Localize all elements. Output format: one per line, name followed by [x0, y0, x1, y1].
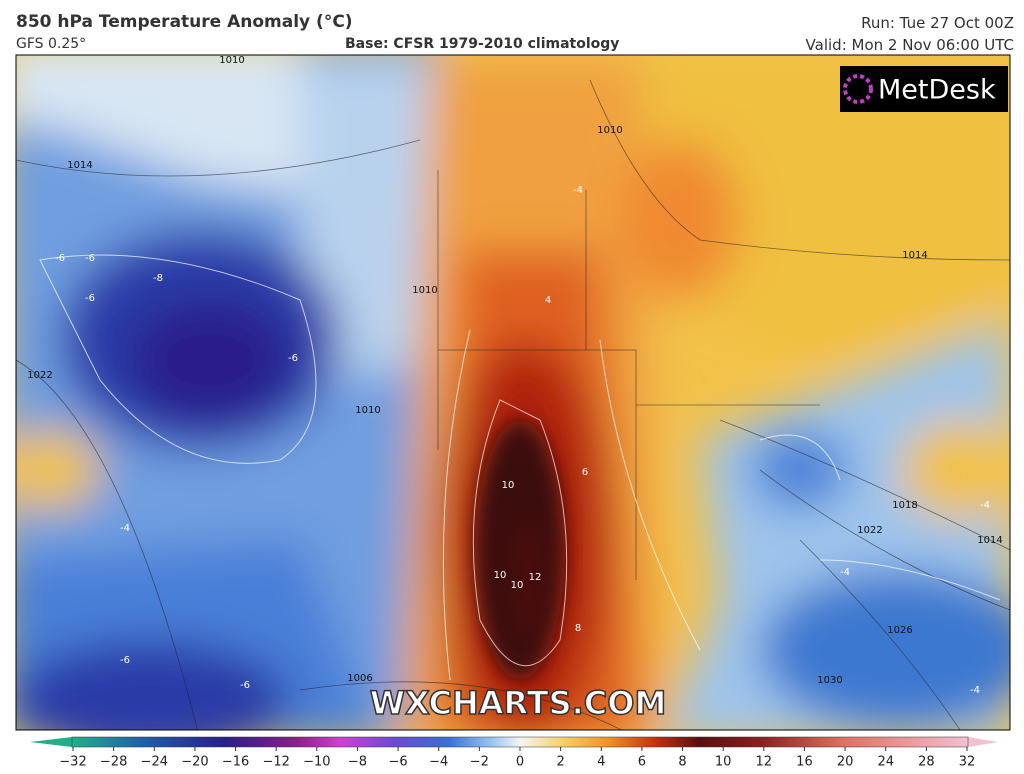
map-label: 10 [502, 480, 515, 491]
colorbar-label: −16 [222, 755, 249, 770]
logo: MetDesk [878, 75, 996, 106]
map-label: -6 [240, 680, 250, 691]
colorbar-label: −4 [429, 755, 448, 770]
map-label: 1022 [27, 370, 52, 381]
map-frame [15, 54, 1011, 731]
run: Run: Tue 27 Oct 00Z [861, 14, 1014, 32]
map-label: 10 [511, 580, 524, 591]
colorbar-label: −6 [389, 755, 408, 770]
colorbar-label: 16 [796, 755, 813, 770]
colorbar-label: −28 [100, 755, 127, 770]
colorbar-label: 28 [918, 755, 935, 770]
map-label: 1014 [67, 160, 92, 171]
colorbar-label: 8 [678, 755, 686, 770]
colorbar-label: −32 [59, 755, 86, 770]
colorbar-label: −12 [262, 755, 289, 770]
map-label: -4 [970, 685, 980, 696]
map-label: 1006 [347, 673, 372, 684]
logo-icon [843, 74, 873, 104]
map-label: 1018 [892, 500, 917, 511]
map-field [16, 55, 1010, 730]
map-label: -6 [85, 293, 95, 304]
map-label: 4 [545, 295, 551, 306]
map-label: 1010 [597, 125, 622, 136]
map-label: 8 [575, 623, 581, 634]
map-label: -4 [980, 500, 990, 511]
colorbar-label: 24 [877, 755, 894, 770]
map-label: -4 [840, 567, 850, 578]
title: 850 hPa Temperature Anomaly (°C) [16, 12, 353, 32]
colorbar-label: 6 [638, 755, 646, 770]
map-label: -6 [85, 253, 95, 264]
base: Base: CFSR 1979-2010 climatology [345, 36, 620, 52]
colorbar-label: −10 [303, 755, 330, 770]
colorbar-label: 10 [715, 755, 732, 770]
colorbar-label: 4 [597, 755, 605, 770]
map-label: 1014 [977, 535, 1002, 546]
colorbar [71, 736, 969, 748]
colorbar-label: −24 [141, 755, 168, 770]
map-label: -6 [55, 253, 65, 264]
map-label: -4 [120, 523, 130, 534]
map-label: -4 [573, 185, 583, 196]
map-label: 6 [582, 467, 588, 478]
map-label: 1010 [355, 405, 380, 416]
watermark: WXCHARTS.COM [370, 684, 667, 722]
map-label: 1014 [902, 250, 927, 261]
map-label: 1026 [887, 625, 912, 636]
colorbar-label: 32 [959, 755, 976, 770]
map-label: 1022 [857, 525, 882, 536]
map-label: 1030 [817, 675, 842, 686]
colorbar-label: −20 [181, 755, 208, 770]
colorbar-end [30, 737, 72, 747]
colorbar-label: −8 [348, 755, 367, 770]
valid: Valid: Mon 2 Nov 06:00 UTC [805, 36, 1014, 54]
colorbar-label: 2 [556, 755, 564, 770]
map-label: -6 [288, 353, 298, 364]
colorbar-label: 20 [837, 755, 854, 770]
logo-box [840, 66, 1008, 112]
model: GFS 0.25° [16, 36, 87, 52]
map-label: -6 [120, 655, 130, 666]
map-label: 1010 [412, 285, 437, 296]
map-label: -8 [153, 273, 163, 284]
map-label: 1010 [219, 55, 244, 66]
map-label: 10 [494, 570, 507, 581]
colorbar-label: −2 [470, 755, 489, 770]
colorbar-end [968, 737, 998, 747]
colorbar-label: 12 [756, 755, 773, 770]
map-label: 12 [529, 572, 542, 583]
colorbar-label: 0 [516, 755, 524, 770]
